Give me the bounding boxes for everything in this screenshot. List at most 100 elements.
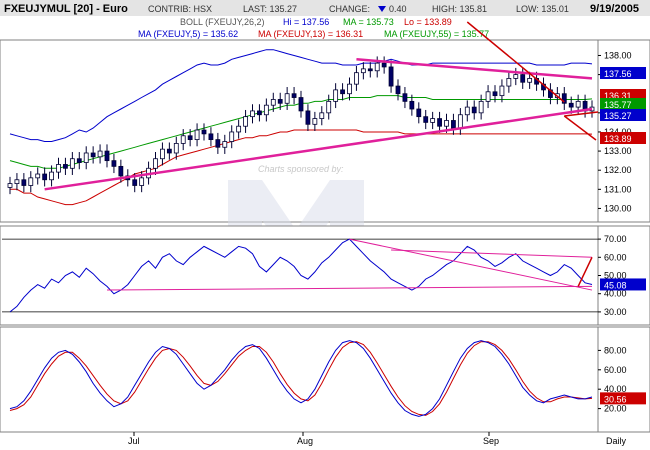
candle-body [97, 150, 103, 158]
rsi-axis-tick-label: 60.00 [604, 252, 627, 262]
candle-body [236, 125, 242, 133]
candle-body [284, 93, 290, 104]
candle-body [76, 158, 82, 163]
candle-body [506, 78, 512, 87]
ma-legend: MA (FXEUJY,5) = 135.62 MA (FXEUJY,13) = … [138, 29, 489, 39]
candle-body [14, 179, 20, 184]
legend-bar [0, 16, 650, 40]
price-level-badge-text: 135.27 [604, 111, 632, 121]
rsi-axis-tick-label: 40.00 [604, 289, 627, 299]
candle-body [319, 112, 325, 119]
ssto-axis-tick-label: 40.00 [604, 384, 627, 394]
candle-body [416, 108, 422, 118]
rsi-trendline-upper [391, 249, 593, 258]
candle-body [277, 99, 283, 104]
x-axis-label: Sep [483, 436, 499, 446]
ma-legend-13: MA (FXEUJY,13) = 136.31 [258, 29, 363, 39]
ssto-k-line [9, 340, 593, 417]
candle-body [395, 85, 401, 95]
candle-body [257, 110, 262, 116]
ssto-axis-tick-label: 80.00 [604, 345, 627, 355]
candle-body [83, 152, 89, 163]
candle-body [409, 100, 415, 110]
triangle-down-icon [378, 6, 386, 12]
rsi-annotation-arrow [577, 256, 593, 287]
header-change-value: 0.40 [389, 4, 407, 14]
candle-body [367, 68, 373, 72]
candle-body [201, 129, 207, 135]
candle-body [430, 118, 436, 123]
ssto-value-badge [600, 392, 646, 405]
ssto-value-badge-text: 30.56 [604, 394, 627, 404]
boll-hi-line [9, 49, 593, 142]
candle-body [513, 74, 519, 79]
ma-legend-55: MA (FXEUJY,55) = 135.77 [384, 29, 489, 39]
candle-body [194, 129, 200, 141]
rsi-value-badge-text: 45.08 [604, 280, 627, 290]
rsi-value-badge [600, 278, 646, 291]
ssto-axis-tick-label: 20.00 [604, 404, 627, 414]
boll-lo-line [10, 129, 593, 206]
boll-legend-name: BOLL (FXEUJY,26,2) [180, 17, 265, 27]
trendline-resistance [356, 58, 593, 80]
candle-body [478, 100, 484, 114]
rsi-axis-tick-label: 30.00 [604, 307, 627, 317]
candle-body [222, 141, 228, 148]
candle-body [270, 99, 276, 106]
candle-body [471, 106, 477, 114]
candle-body [340, 89, 345, 95]
candle-body [42, 173, 48, 181]
boll-legend-hi: Hi = 137.56 [283, 17, 329, 27]
rsi-panel-frame [0, 225, 650, 326]
candle-body [423, 116, 429, 123]
annotation-arrow-line [563, 115, 597, 141]
candle-body [104, 150, 110, 162]
candle-body [229, 131, 235, 142]
x-axis-label: Aug [297, 436, 313, 446]
candle-body [388, 66, 394, 87]
candle-body [492, 91, 498, 97]
rsi-trendline-resistance [349, 238, 593, 291]
candle-body [21, 179, 27, 186]
candle-body [305, 110, 311, 125]
candle-body [568, 102, 574, 108]
candle-body [7, 183, 13, 188]
candle-body [208, 133, 214, 141]
candle-body [90, 152, 96, 158]
candle-body [347, 83, 352, 95]
price-level-badge [600, 67, 646, 79]
candle-body [499, 85, 505, 97]
candle-body [444, 120, 449, 127]
candle-body [35, 173, 41, 179]
candle-body [485, 91, 491, 102]
candle-body [374, 62, 380, 72]
candle-body [215, 139, 221, 148]
candle-body [527, 78, 533, 83]
candle-body [291, 93, 297, 98]
boll-legend: BOLL (FXEUJY,26,2) Hi = 137.56 MA = 135.… [180, 17, 452, 27]
candle-body [49, 171, 54, 181]
price-axis-tick-label: 133.00 [604, 146, 632, 156]
candle-body [561, 93, 567, 104]
boll-legend-ma: MA = 135.73 [343, 17, 394, 27]
header-date: 9/19/2005 [590, 3, 639, 15]
price-level-badge-text: 136.31 [604, 91, 632, 101]
header-contrib: CONTRIB: HSX [148, 4, 212, 14]
candle-body [139, 177, 145, 186]
annotation-arrow-line [466, 21, 565, 103]
candle-body [381, 62, 387, 68]
price-axis-tick-label: 132.00 [604, 165, 632, 175]
candle-body [118, 165, 124, 177]
candle-body [111, 160, 117, 167]
price-level-badge [600, 98, 646, 110]
candle-body [166, 148, 172, 154]
candle-body [402, 93, 408, 102]
candle-body [173, 143, 179, 154]
price-axis-tick-label: 131.00 [604, 184, 632, 194]
candle-body [132, 179, 138, 186]
ssto-axis-tick-label: 60.00 [604, 365, 627, 375]
boll-legend-lo: Lo = 133.89 [404, 17, 452, 27]
price-level-badge-text: 135.77 [604, 100, 632, 110]
header-symbol: FXEUJYMUL [20] - Euro [4, 3, 128, 15]
